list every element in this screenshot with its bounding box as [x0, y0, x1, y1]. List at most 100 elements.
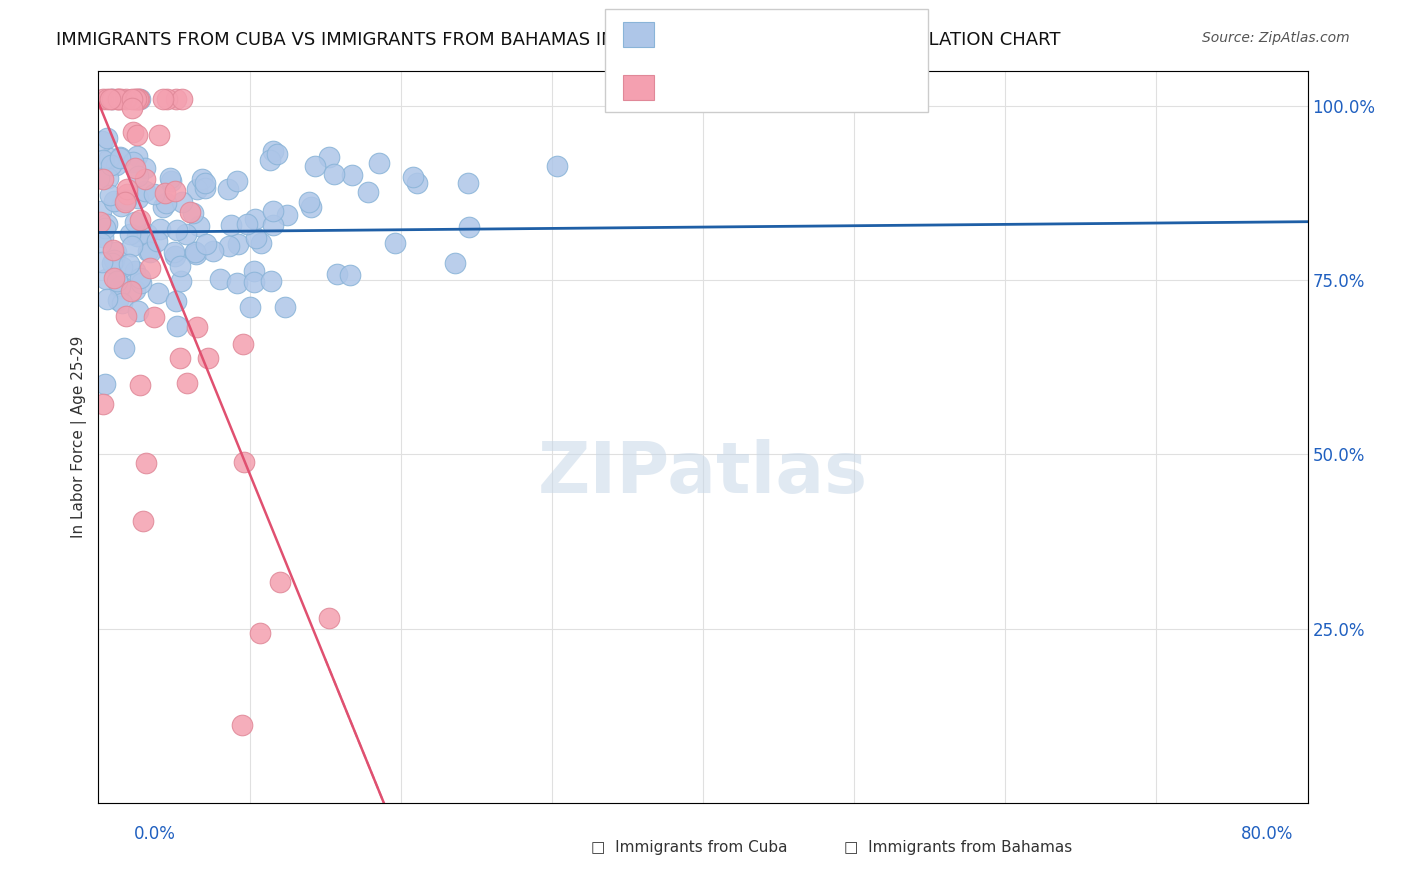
Point [165, 184, 187, 198]
Point [156, 92, 179, 106]
Point [134, 172, 156, 186]
Point [91, 397, 114, 411]
Point [260, 274, 283, 288]
Point [114, 194, 136, 209]
Point [225, 173, 247, 187]
Point [444, 256, 467, 270]
Point [111, 260, 134, 275]
Point [124, 264, 146, 278]
Point [139, 261, 162, 276]
Point [107, 92, 129, 106]
Point [186, 182, 208, 196]
Point [184, 244, 207, 259]
Point [122, 155, 145, 169]
Point [124, 92, 146, 106]
Point [110, 92, 132, 106]
Point [299, 200, 322, 214]
Text: N =: N = [745, 36, 793, 54]
Point [90, 204, 112, 219]
Point [243, 263, 266, 277]
Point [129, 212, 152, 227]
Point [127, 92, 149, 106]
Point [100, 92, 122, 106]
Point [101, 92, 124, 106]
Point [218, 239, 240, 253]
Point [108, 281, 131, 295]
Point [121, 101, 143, 115]
Point [135, 227, 157, 241]
Point [94, 377, 117, 392]
Point [165, 92, 187, 106]
Point [125, 228, 148, 243]
Point [262, 144, 284, 158]
Point [159, 174, 181, 188]
Text: R =: R = [633, 36, 679, 54]
Point [142, 310, 165, 324]
Point [94, 272, 117, 286]
Point [159, 171, 181, 186]
Point [323, 167, 346, 181]
Point [91, 172, 114, 186]
Point [163, 249, 186, 263]
Point [134, 184, 156, 198]
Point [184, 246, 207, 260]
Point [136, 244, 159, 259]
Point [318, 611, 340, 625]
Text: ZIPatlas: ZIPatlas [538, 439, 868, 508]
Point [162, 244, 184, 259]
Point [127, 169, 149, 184]
Point [249, 625, 271, 640]
Point [91, 153, 114, 168]
Point [155, 196, 177, 211]
Point [250, 235, 273, 250]
Point [115, 193, 138, 207]
Point [172, 195, 194, 210]
Point [129, 276, 152, 290]
Point [101, 256, 124, 270]
Point [118, 257, 141, 271]
Point [122, 125, 145, 139]
Point [103, 252, 125, 267]
Point [546, 159, 568, 173]
Point [169, 259, 191, 273]
Point [101, 92, 124, 106]
Point [103, 270, 125, 285]
Point [105, 274, 128, 288]
Point [342, 168, 364, 182]
Point [89, 215, 111, 229]
Point [90, 236, 112, 251]
Point [187, 219, 209, 233]
Point [262, 203, 284, 218]
Point [209, 272, 232, 286]
Point [108, 150, 131, 164]
Point [232, 337, 254, 351]
Point [91, 92, 114, 106]
Point [125, 149, 148, 163]
Point [93, 229, 115, 244]
Point [274, 301, 297, 315]
Point [96, 217, 118, 231]
Point [269, 575, 291, 590]
Point [105, 92, 128, 106]
Point [202, 244, 225, 259]
Point [266, 146, 288, 161]
Point [124, 283, 146, 297]
Point [148, 286, 170, 301]
Point [94, 221, 117, 235]
Point [243, 276, 266, 290]
Point [197, 351, 219, 365]
Point [120, 227, 142, 242]
Point [120, 284, 142, 298]
Point [125, 128, 148, 142]
Point [225, 276, 247, 290]
Point [298, 195, 321, 210]
Point [105, 158, 128, 172]
Point [135, 456, 157, 470]
Text: □  Immigrants from Cuba: □ Immigrants from Cuba [591, 839, 787, 855]
Point [100, 158, 122, 172]
Point [132, 514, 155, 528]
Text: Source: ZipAtlas.com: Source: ZipAtlas.com [1202, 31, 1350, 45]
Point [190, 172, 212, 186]
Point [96, 92, 118, 106]
Point [115, 182, 138, 196]
